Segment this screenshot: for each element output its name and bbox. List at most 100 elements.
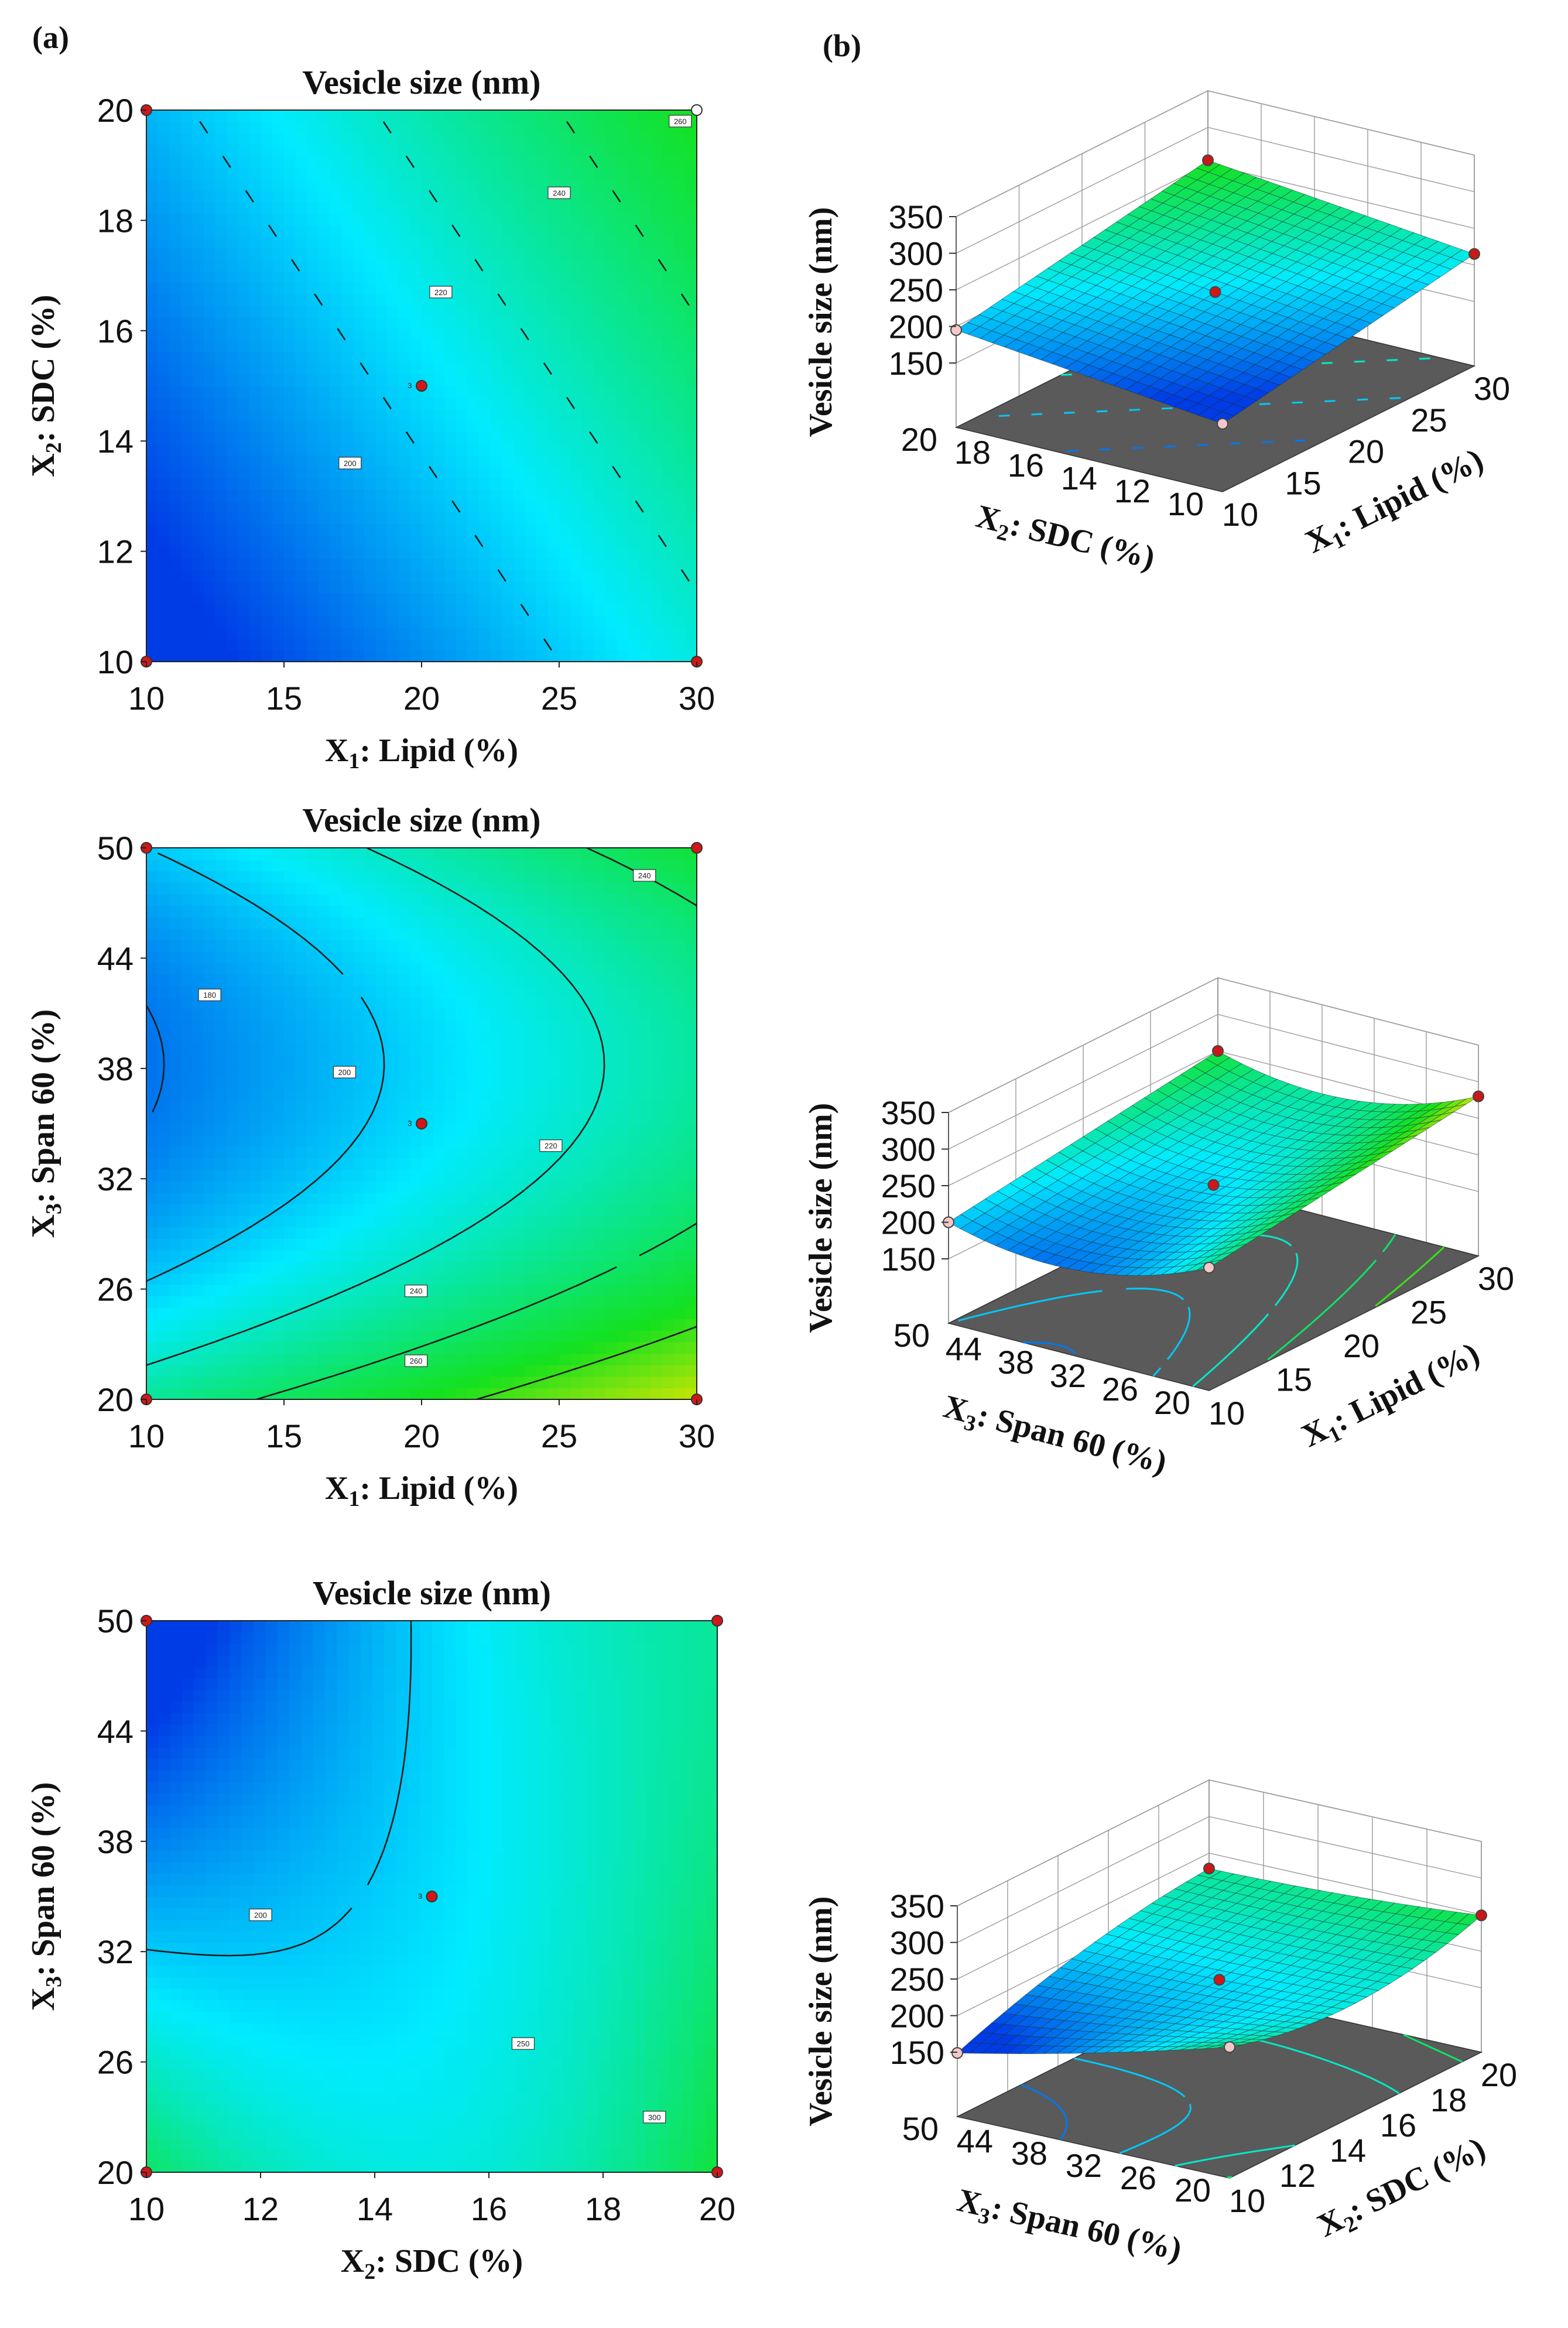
contour-cell	[341, 1124, 353, 1135]
contour-cell	[215, 1262, 227, 1273]
plot-title: Vesicle size (nm)	[303, 63, 541, 101]
contour-cell	[296, 328, 307, 340]
contour-cell	[479, 928, 491, 940]
contour-cell	[651, 122, 663, 133]
contour-cell	[227, 1020, 238, 1032]
contour-cell	[330, 282, 341, 294]
contour-cell	[502, 627, 513, 639]
contour-cell	[456, 581, 468, 593]
contour-cell	[628, 1285, 640, 1296]
contour-cell	[536, 547, 548, 559]
contour-cell	[502, 581, 513, 593]
contour-cell	[456, 997, 468, 1009]
contour-cell	[341, 905, 353, 917]
contour-cell	[319, 466, 330, 478]
contour-cell	[582, 225, 594, 237]
contour-cell	[433, 848, 445, 860]
contour-cell	[571, 156, 583, 168]
contour-cell	[605, 963, 617, 974]
contour-cell	[685, 535, 697, 547]
contour-cell	[491, 986, 502, 998]
contour-cell	[169, 306, 181, 317]
contour-cell	[169, 974, 181, 986]
contour-cell	[467, 455, 479, 467]
contour-cell	[348, 2149, 361, 2161]
contour-cell	[272, 489, 284, 501]
contour-cell	[410, 905, 422, 917]
contour-cell	[617, 409, 628, 420]
contour-cell	[525, 1193, 536, 1204]
contour-cell	[341, 882, 353, 894]
contour-cell	[571, 1089, 583, 1101]
contour-cell	[594, 570, 605, 581]
contour-cell	[307, 848, 319, 860]
contour-cell	[502, 432, 513, 444]
contour-cell	[272, 1009, 284, 1021]
contour-cell	[410, 420, 422, 432]
contour-cell	[204, 1296, 215, 1307]
contour-cell	[330, 1216, 341, 1227]
contour-cell	[433, 455, 445, 467]
contour-cell	[337, 2103, 349, 2115]
contour-cell	[433, 997, 445, 1009]
contour-cell	[559, 997, 571, 1009]
contour-cell	[181, 1296, 193, 1307]
contour-cell	[181, 156, 193, 168]
contour-cell	[444, 145, 456, 156]
contour-cell	[582, 1238, 594, 1250]
contour-cell	[307, 374, 319, 386]
contour-cell	[146, 179, 158, 191]
contour-cell	[410, 190, 422, 202]
contour-cell	[605, 432, 617, 444]
contour-cell	[685, 951, 697, 963]
contour-cell	[376, 363, 388, 375]
contour-cell	[422, 1078, 433, 1090]
contour-cell	[536, 443, 548, 455]
contour-cell	[307, 917, 319, 929]
contour-cell	[651, 202, 663, 214]
contour-cell	[376, 1066, 388, 1078]
contour-cell	[376, 340, 388, 352]
contour-cell	[605, 940, 617, 951]
contour-cell	[146, 963, 158, 974]
contour-cell	[617, 524, 628, 536]
contour-cell	[658, 2127, 670, 2138]
contour-cell	[479, 179, 491, 191]
contour-cell	[479, 940, 491, 951]
contour-cell	[674, 214, 686, 225]
contour-cell	[301, 2115, 313, 2127]
contour-cell	[261, 1307, 273, 1319]
contour-cell	[433, 443, 445, 455]
contour-cell	[639, 1285, 651, 1296]
contour-cell	[169, 986, 181, 998]
contour-cell	[651, 294, 663, 306]
contour-cell	[639, 1193, 651, 1204]
contour-cell	[547, 489, 559, 501]
contour-cell	[547, 110, 559, 122]
contour-cell	[348, 2161, 361, 2172]
contour-cell	[272, 282, 284, 294]
contour-cell	[169, 1250, 181, 1262]
contour-cell	[467, 570, 479, 581]
contour-cell	[559, 1238, 571, 1250]
contour-cell	[296, 374, 307, 386]
contour-cell	[662, 1112, 674, 1124]
contour-cell	[146, 593, 158, 604]
contour-cell	[422, 363, 433, 375]
contour-cell	[502, 225, 513, 237]
contour-cell	[502, 455, 513, 467]
contour-cell	[515, 2138, 528, 2149]
contour-cell	[230, 2138, 242, 2149]
contour-cell	[330, 156, 341, 168]
contour-cell	[364, 1307, 376, 1319]
contour-cell	[192, 1020, 204, 1032]
contour-cell	[422, 1009, 433, 1021]
contour-cell	[272, 974, 284, 986]
x-axis-label-sub: 1	[348, 749, 360, 773]
contour-cell	[353, 1216, 365, 1227]
contour-cell	[433, 374, 445, 386]
contour-cell	[158, 501, 170, 512]
contour-cell	[181, 1273, 193, 1285]
contour-cell	[502, 974, 513, 986]
contour-cell	[571, 1170, 583, 1182]
